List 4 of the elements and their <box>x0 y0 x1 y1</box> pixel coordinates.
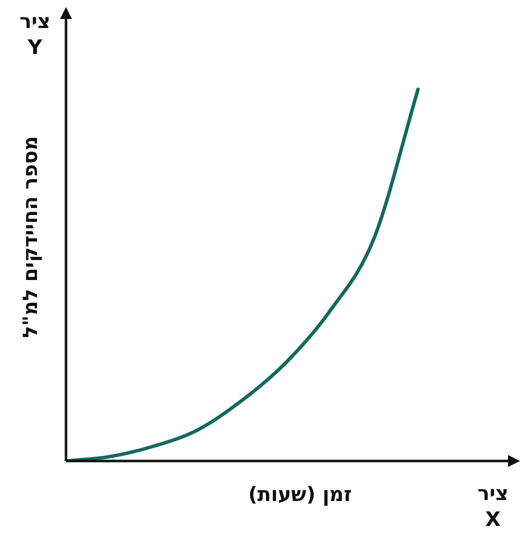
text: ציר Y <box>18 8 52 60</box>
text: ציר X <box>476 480 510 532</box>
x-axis-title: זמן (שעות) <box>247 482 353 506</box>
y-axis-title: מספר החיידקים למ"ל <box>18 135 42 340</box>
